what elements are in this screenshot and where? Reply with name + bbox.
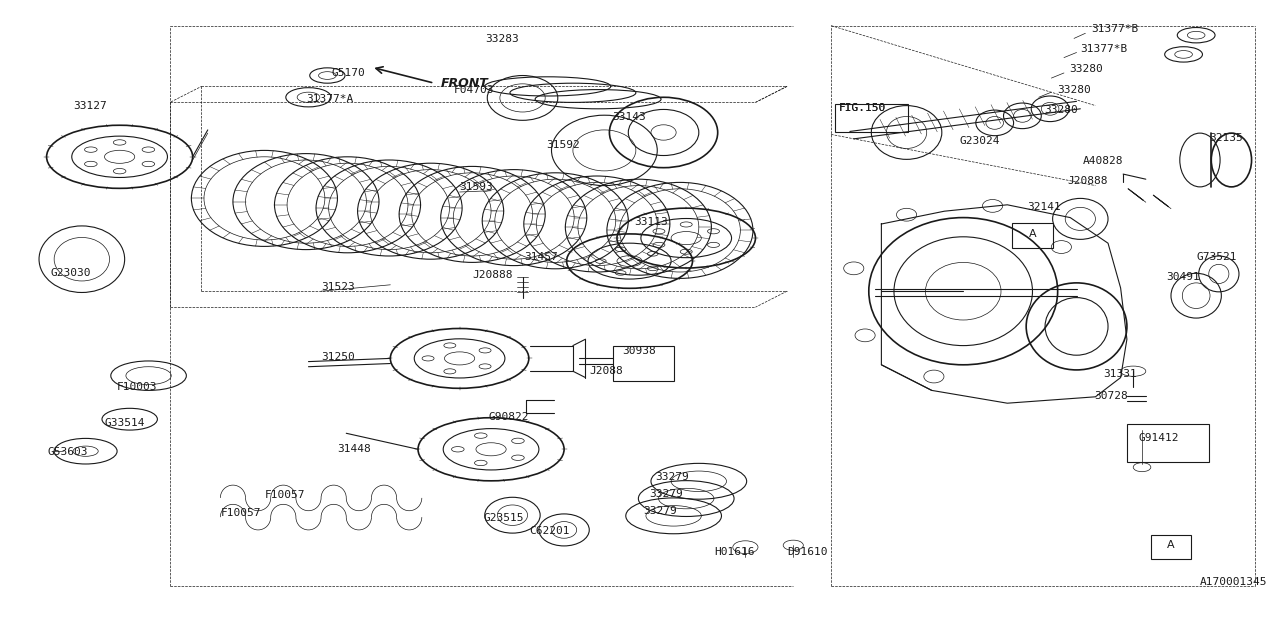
Text: J20888: J20888 xyxy=(472,270,513,280)
Text: G90822: G90822 xyxy=(489,412,529,422)
Text: 32135: 32135 xyxy=(1208,133,1243,143)
Bar xyxy=(835,104,908,132)
Text: 31377*B: 31377*B xyxy=(1092,24,1139,34)
Text: G91412: G91412 xyxy=(1138,433,1179,443)
Text: F10057: F10057 xyxy=(220,508,261,518)
Text: 33127: 33127 xyxy=(73,101,106,111)
Text: FRONT: FRONT xyxy=(440,77,489,90)
Text: A40828: A40828 xyxy=(1083,156,1124,166)
Text: G5170: G5170 xyxy=(332,68,365,78)
Text: F10003: F10003 xyxy=(116,381,157,392)
Text: G73521: G73521 xyxy=(1197,252,1236,262)
Text: 31250: 31250 xyxy=(321,351,355,362)
Text: A170001345: A170001345 xyxy=(1199,577,1267,587)
Text: A: A xyxy=(1167,540,1175,550)
Bar xyxy=(613,346,673,381)
Text: 31377*B: 31377*B xyxy=(1080,44,1128,54)
Text: J2088: J2088 xyxy=(589,365,623,376)
Text: 31457: 31457 xyxy=(524,252,558,262)
Text: A: A xyxy=(1029,228,1037,239)
Text: 33279: 33279 xyxy=(644,506,677,516)
Text: 30491: 30491 xyxy=(1166,272,1199,282)
Text: F04703: F04703 xyxy=(453,84,494,95)
Text: 33279: 33279 xyxy=(650,489,684,499)
Bar xyxy=(1012,223,1052,248)
Text: 33280: 33280 xyxy=(1069,64,1103,74)
Text: 31331: 31331 xyxy=(1103,369,1137,379)
Text: G53603: G53603 xyxy=(47,447,88,457)
Text: G23515: G23515 xyxy=(484,513,524,523)
Text: G33514: G33514 xyxy=(105,417,145,428)
Text: G23030: G23030 xyxy=(50,268,91,278)
Text: 33113: 33113 xyxy=(635,216,668,227)
Text: 33280: 33280 xyxy=(1043,105,1078,115)
Bar xyxy=(1151,535,1192,559)
Text: F10057: F10057 xyxy=(265,490,305,500)
Text: C62201: C62201 xyxy=(529,526,570,536)
Text: D91610: D91610 xyxy=(787,547,827,557)
Text: 31448: 31448 xyxy=(338,444,371,454)
Text: 33283: 33283 xyxy=(485,33,518,44)
Text: 30728: 30728 xyxy=(1094,390,1128,401)
Bar xyxy=(1126,424,1208,462)
Text: 31377*A: 31377*A xyxy=(306,94,353,104)
Text: 31592: 31592 xyxy=(547,140,580,150)
Text: FIG.150: FIG.150 xyxy=(838,103,886,113)
Text: H01616: H01616 xyxy=(714,547,754,557)
Text: 32141: 32141 xyxy=(1028,202,1061,212)
Text: 33143: 33143 xyxy=(612,111,645,122)
Text: J20888: J20888 xyxy=(1068,175,1108,186)
Text: G23024: G23024 xyxy=(960,136,1000,146)
Text: 31593: 31593 xyxy=(460,182,493,192)
Text: 33280: 33280 xyxy=(1057,84,1092,95)
Text: 31523: 31523 xyxy=(321,282,355,292)
Text: 30938: 30938 xyxy=(622,346,655,356)
Text: FIG.150: FIG.150 xyxy=(838,103,886,113)
Text: 33279: 33279 xyxy=(655,472,689,482)
